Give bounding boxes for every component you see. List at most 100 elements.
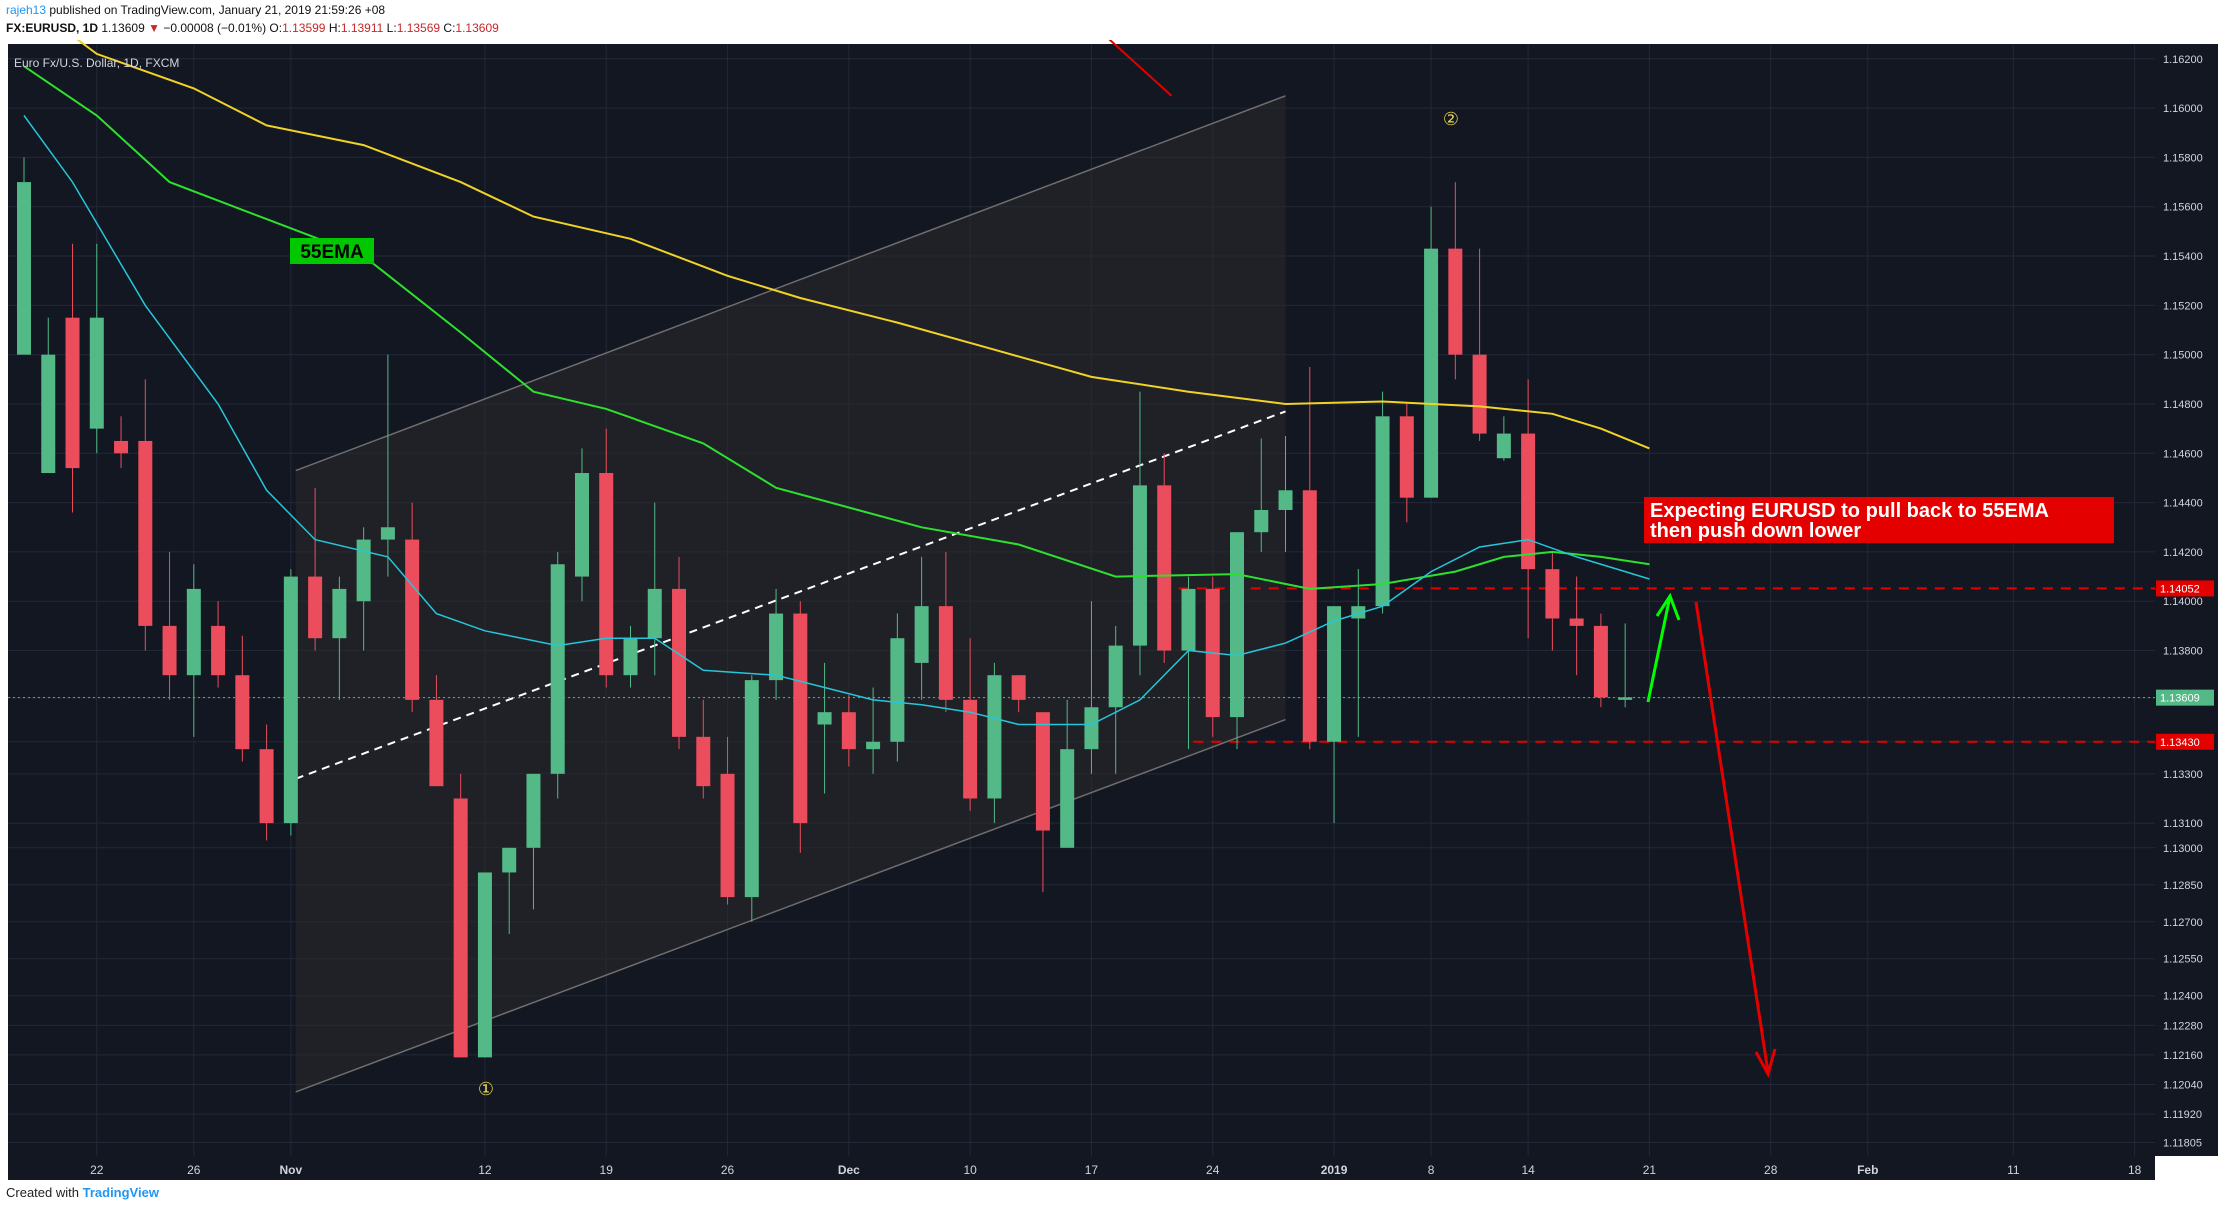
candle xyxy=(550,551,565,799)
low-label: L: xyxy=(386,21,397,35)
author-link[interactable]: rajeh13 xyxy=(6,3,47,17)
chart-title: Euro Fx/U.S. Dollar, 1D, FXCM xyxy=(14,56,179,70)
candle xyxy=(866,687,881,774)
candle-body xyxy=(744,680,759,898)
candle xyxy=(138,379,153,651)
y-tick-label: 1.12550 xyxy=(2163,954,2203,966)
tradingview-logo[interactable]: TradingView xyxy=(82,1185,159,1200)
candle-body xyxy=(1108,645,1123,708)
candle-body xyxy=(1230,532,1244,718)
y-tick-label: 1.15200 xyxy=(2163,300,2203,312)
x-tick-label: 17 xyxy=(1085,1163,1099,1177)
y-tick-label: 1.12850 xyxy=(2163,880,2203,892)
candle xyxy=(356,527,371,651)
candle xyxy=(259,724,274,841)
price-label-bg xyxy=(2156,689,2214,706)
candle-body xyxy=(1181,588,1196,651)
candle xyxy=(817,662,832,794)
change-value: −0.00008 (−0.01%) xyxy=(163,21,267,35)
y-axis-labels: 1.16200 1.16000 1.15800 1.15600 1.15400 1.152… xyxy=(2156,54,2214,1149)
x-tick-label: 28 xyxy=(1764,1163,1778,1177)
ohlc-header: FX:EURUSD, 1D 1.13609 ▼ −0.00008 (−0.01%… xyxy=(6,21,499,35)
candle-body xyxy=(162,625,177,676)
red-down-arrow xyxy=(1694,601,1777,1078)
candle xyxy=(235,635,250,762)
candle-body xyxy=(356,539,371,602)
candle xyxy=(696,699,711,799)
candle xyxy=(453,773,468,1058)
candle-body xyxy=(1399,416,1414,498)
candle xyxy=(914,556,929,700)
annotation-line-1: Expecting EURUSD to pull back to 55EMA xyxy=(1650,500,2049,522)
y-tick-label: 1.15000 xyxy=(2163,350,2203,362)
candle xyxy=(17,157,31,355)
ema-label: 55EMA xyxy=(290,238,374,264)
candle xyxy=(380,354,395,577)
y-tick-label: 1.14000 xyxy=(2163,596,2203,608)
candle-body xyxy=(890,638,905,742)
candle-body xyxy=(987,675,1002,799)
candle-body xyxy=(647,588,662,639)
candle xyxy=(1424,206,1439,498)
candle-body xyxy=(1472,354,1487,434)
candle xyxy=(1593,613,1608,708)
x-tick-label: 8 xyxy=(1428,1163,1435,1177)
candle xyxy=(672,556,687,750)
created-with-text: Created with xyxy=(6,1185,79,1200)
candle xyxy=(211,601,226,688)
price-label-bg xyxy=(2156,580,2214,597)
ema-label-bg xyxy=(290,238,374,264)
candle-body xyxy=(211,625,226,676)
y-tick-label: 1.13100 xyxy=(2163,818,2203,830)
y-tick-label: 1.15800 xyxy=(2163,152,2203,164)
candle-body xyxy=(332,588,347,639)
x-tick-label: 22 xyxy=(90,1163,104,1177)
y-tick-label: 1.14200 xyxy=(2163,547,2203,559)
candle-body xyxy=(938,606,953,700)
candle-body xyxy=(1254,510,1269,533)
candle-body xyxy=(453,798,468,1058)
publish-text: published on TradingView.com, January 21… xyxy=(46,3,386,17)
y-tick-label: 1.12160 xyxy=(2163,1050,2203,1062)
y-tick-label: 1.14400 xyxy=(2163,498,2203,510)
channel-upper-line xyxy=(295,95,1286,472)
candle-body xyxy=(1132,485,1147,646)
candle-body xyxy=(1035,712,1050,831)
y-tick-label: 1.12700 xyxy=(2163,917,2203,929)
candle xyxy=(405,502,420,713)
ema-cyan-line xyxy=(23,115,1650,726)
candle xyxy=(502,847,517,935)
candle xyxy=(1327,606,1342,824)
candle xyxy=(647,502,662,676)
y-tick-label: 1.12040 xyxy=(2163,1079,2203,1091)
candle xyxy=(1399,403,1414,523)
price-chart[interactable]: Euro Fx/U.S. Dollar, 1D, FXCM 55EMA Expect… xyxy=(0,40,2218,1180)
dashed-trendline xyxy=(295,410,1286,780)
candle xyxy=(841,694,856,767)
x-tick-label: Nov xyxy=(280,1163,303,1177)
price-label-text: 1.13430 xyxy=(2160,737,2200,749)
candle xyxy=(526,773,541,910)
x-tick-label: 12 xyxy=(478,1163,492,1177)
candle-body xyxy=(1545,569,1560,619)
green-arrow-shaft xyxy=(1646,595,1672,703)
candle xyxy=(1618,623,1633,708)
x-tick-label: 24 xyxy=(1206,1163,1220,1177)
candle-body xyxy=(502,847,517,873)
candle-body xyxy=(405,539,420,700)
candle xyxy=(599,428,614,688)
high-value: 1.13911 xyxy=(340,21,384,35)
candle xyxy=(1230,532,1244,750)
candle-body xyxy=(477,872,492,1058)
ema-label-text: 55EMA xyxy=(300,242,364,263)
candle xyxy=(1181,576,1196,750)
y-tick-label: 1.11920 xyxy=(2163,1109,2202,1121)
candle-body xyxy=(1521,433,1536,570)
candle xyxy=(963,638,978,811)
open-value: 1.13599 xyxy=(282,21,326,35)
candle-body xyxy=(114,440,129,454)
price-label-text: 1.13609 xyxy=(2160,693,2200,705)
green-up-arrow xyxy=(1646,592,1681,703)
y-tick-label: 1.15400 xyxy=(2163,251,2203,263)
y-tick-label: 1.12400 xyxy=(2163,991,2203,1003)
